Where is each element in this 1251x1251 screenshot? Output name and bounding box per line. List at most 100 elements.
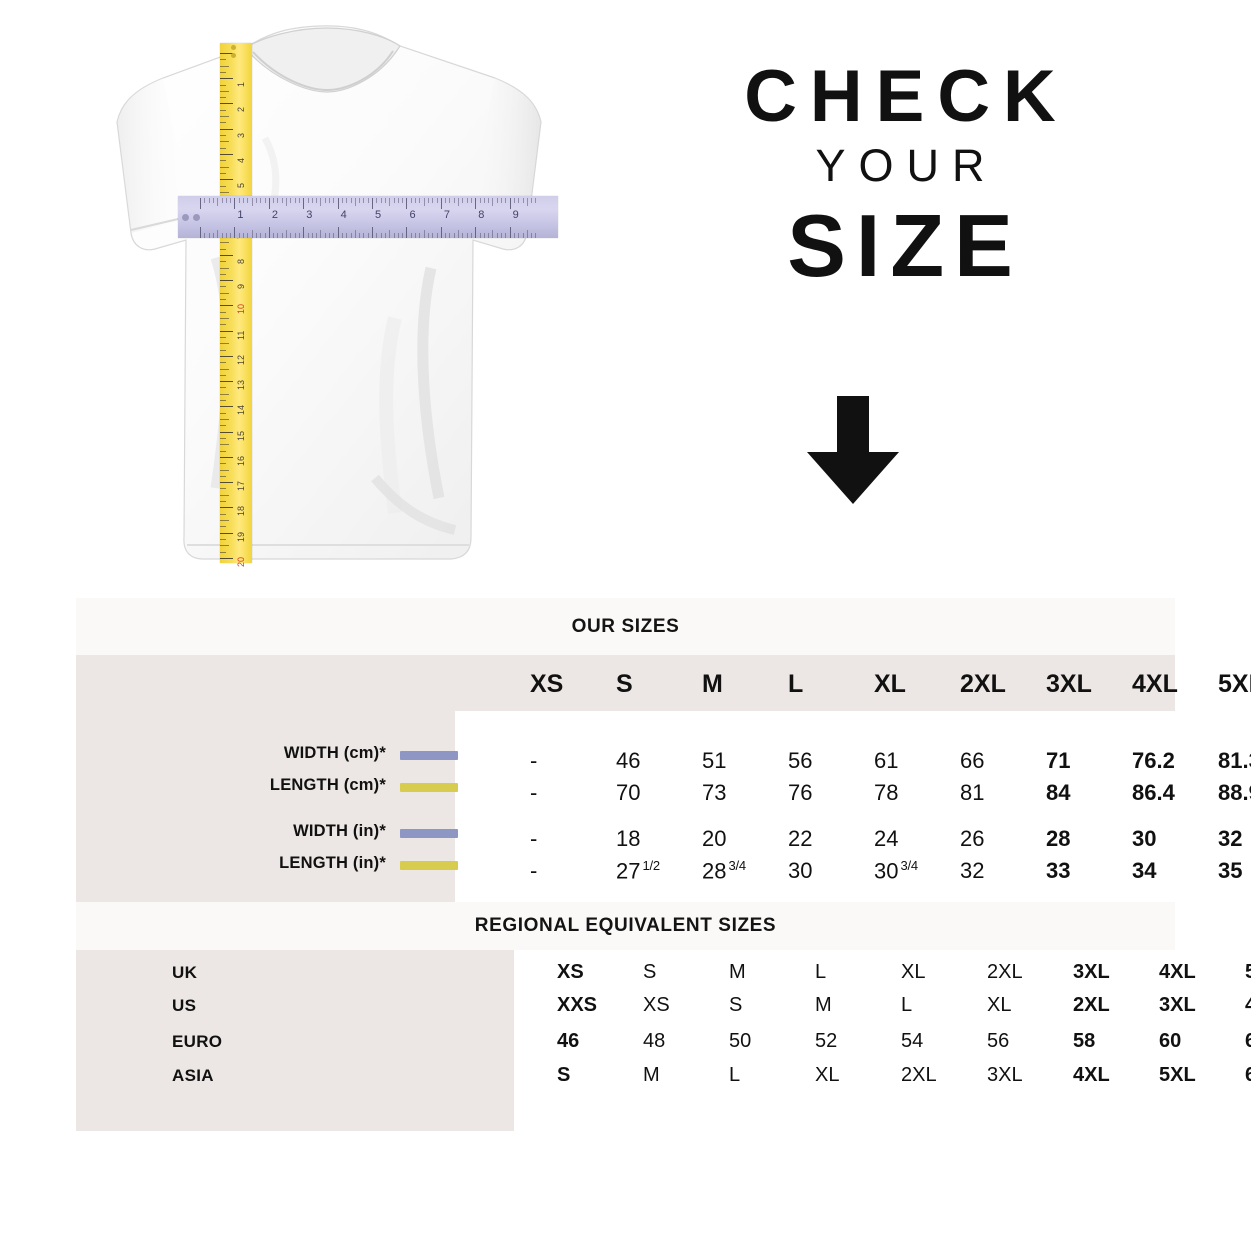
region-value-r1-c2: S [729,994,743,1016]
regions-values-panel [514,950,1175,1131]
metric-value-r3-c4: 30 3/4 [874,858,918,884]
headline-block: CHECK YOUR SIZE [640,56,1160,291]
metric-value-r1-c8: 88.9 [1218,780,1251,805]
metric-value-r0-c0: - [530,748,538,773]
region-value-r1-c1: XS [643,994,670,1016]
region-value-r1-c4: L [901,994,913,1016]
fraction-r3-c1: 1/2 [642,858,660,873]
legend-swatch-width-0 [400,751,458,760]
metric-value-r0-c6: 71 [1046,748,1071,773]
size-column-header-l: L [788,670,804,698]
size-column-headers: XS S M L XL 2XL 3XL 4XL 5XL [455,655,1251,711]
metric-value-r2-c1: 18 [616,826,641,851]
region-label-us: US [172,996,197,1015]
headline-your: YOUR [815,140,998,192]
region-value-r2-c2: 50 [729,1030,752,1052]
region-value-r0-c3: L [815,961,827,983]
region-value-r0-c7: 4XL [1159,961,1196,983]
headline-check: CHECK [744,56,1069,137]
region-value-r3-c3: XL [815,1064,840,1086]
metric-value-r3-c6: 33 [1046,858,1071,883]
metric-value-r0-c3: 56 [788,748,813,773]
region-value-r0-c6: 3XL [1073,961,1110,983]
metric-value-r3-c7: 34 [1132,858,1157,883]
metric-label-1: LENGTH (cm)* [269,776,386,794]
region-value-r0-c4: XL [901,961,926,983]
metric-label-3: LENGTH (in)* [279,854,386,872]
metric-value-r3-c8: 35 [1218,858,1243,883]
legend-swatch-width-2 [400,829,458,838]
region-value-r0-c5: 2XL [987,961,1023,983]
metric-value-r0-c8: 81.3 [1218,748,1251,773]
size-column-header-5xl: 5XL [1218,670,1251,698]
fraction-r3-c2: 3/4 [728,858,746,873]
region-value-r2-c8: 62 [1245,1030,1251,1052]
metric-value-r1-c5: 81 [960,780,985,805]
region-value-r0-c0: XS [557,961,584,983]
region-value-r1-c0: XXS [557,994,598,1016]
region-value-r1-c5: XL [987,994,1012,1016]
metric-value-r1-c6: 84 [1046,780,1071,805]
metric-value-r2-c7: 30 [1132,826,1157,851]
size-column-header-xl: XL [874,670,906,698]
metric-value-r2-c5: 26 [960,826,985,851]
region-value-r3-c7: 5XL [1159,1064,1196,1086]
legend-swatch-length-1 [400,783,458,792]
metric-label-0: WIDTH (cm)* [283,744,386,762]
size-column-header-m: M [702,670,723,698]
down-arrow-icon [807,390,899,504]
metric-value-r0-c7: 76.2 [1132,748,1175,773]
metric-value-r0-c1: 46 [616,748,641,773]
metric-value-r3-c1: 27 1/2 [616,858,660,884]
metric-value-r2-c6: 28 [1046,826,1071,851]
our-sizes-header-band: OUR SIZES [76,598,1175,655]
region-value-r3-c8: 6XL [1245,1064,1251,1086]
size-chart-table: OUR SIZES XSSMLXL2XL3XL4XL5XL WIDTH (cm)… [76,598,1251,1131]
hero-section: 1234567891011121314151617181920 12345678… [0,0,1251,598]
metric-value-r2-c8: 32 [1218,826,1243,851]
region-value-r3-c4: 2XL [901,1064,937,1086]
region-value-r0-c8: 5XL [1245,961,1251,983]
metrics-values-panel [455,711,1175,902]
metric-value-r3-c2: 28 3/4 [702,858,746,884]
regional-title: REGIONAL EQUIVALENT SIZES [474,915,777,936]
region-value-r2-c0: 46 [557,1030,580,1052]
our-sizes-title: OUR SIZES [571,615,680,637]
region-value-r1-c6: 2XL [1073,994,1110,1016]
region-value-r1-c8: 4XL [1245,994,1251,1016]
metric-value-r1-c1: 70 [616,780,641,805]
metric-value-r1-c3: 76 [788,780,813,805]
region-value-r3-c0: S [557,1064,571,1086]
metric-value-r1-c2: 73 [702,780,727,805]
size-column-header-2xl: 2XL [960,670,1006,698]
region-value-r2-c6: 58 [1073,1030,1096,1052]
region-value-r3-c5: 3XL [987,1064,1023,1086]
metric-value-r2-c3: 22 [788,826,813,851]
size-column-header-4xl: 4XL [1132,670,1178,698]
fraction-r3-c4: 3/4 [900,858,918,873]
regional-header-band: REGIONAL EQUIVALENT SIZES [76,902,1175,950]
metric-value-r3-c5: 32 [960,858,985,883]
region-label-euro: EURO [172,1032,223,1051]
region-value-r3-c1: M [643,1064,660,1086]
region-value-r1-c3: M [815,994,832,1016]
metric-value-r1-c0: - [530,780,538,805]
size-column-header-3xl: 3XL [1046,670,1092,698]
tshirt-graphic [116,25,542,560]
region-value-r2-c7: 60 [1159,1030,1182,1052]
tshirt-illustration [95,18,565,578]
region-value-r2-c5: 56 [987,1030,1010,1052]
metric-value-r3-c3: 30 [788,858,813,883]
region-value-r2-c3: 52 [815,1030,838,1052]
metric-value-r0-c5: 66 [960,748,985,773]
region-value-r2-c4: 54 [901,1030,924,1052]
metric-label-2: WIDTH (in)* [293,822,386,840]
size-column-header-xs: XS [530,670,564,698]
region-label-uk: UK [172,963,198,982]
region-value-r2-c1: 48 [643,1030,666,1052]
region-value-r3-c6: 4XL [1073,1064,1110,1086]
region-value-r0-c1: S [643,961,657,983]
region-value-r1-c7: 3XL [1159,994,1196,1016]
metric-value-r2-c2: 20 [702,826,727,851]
